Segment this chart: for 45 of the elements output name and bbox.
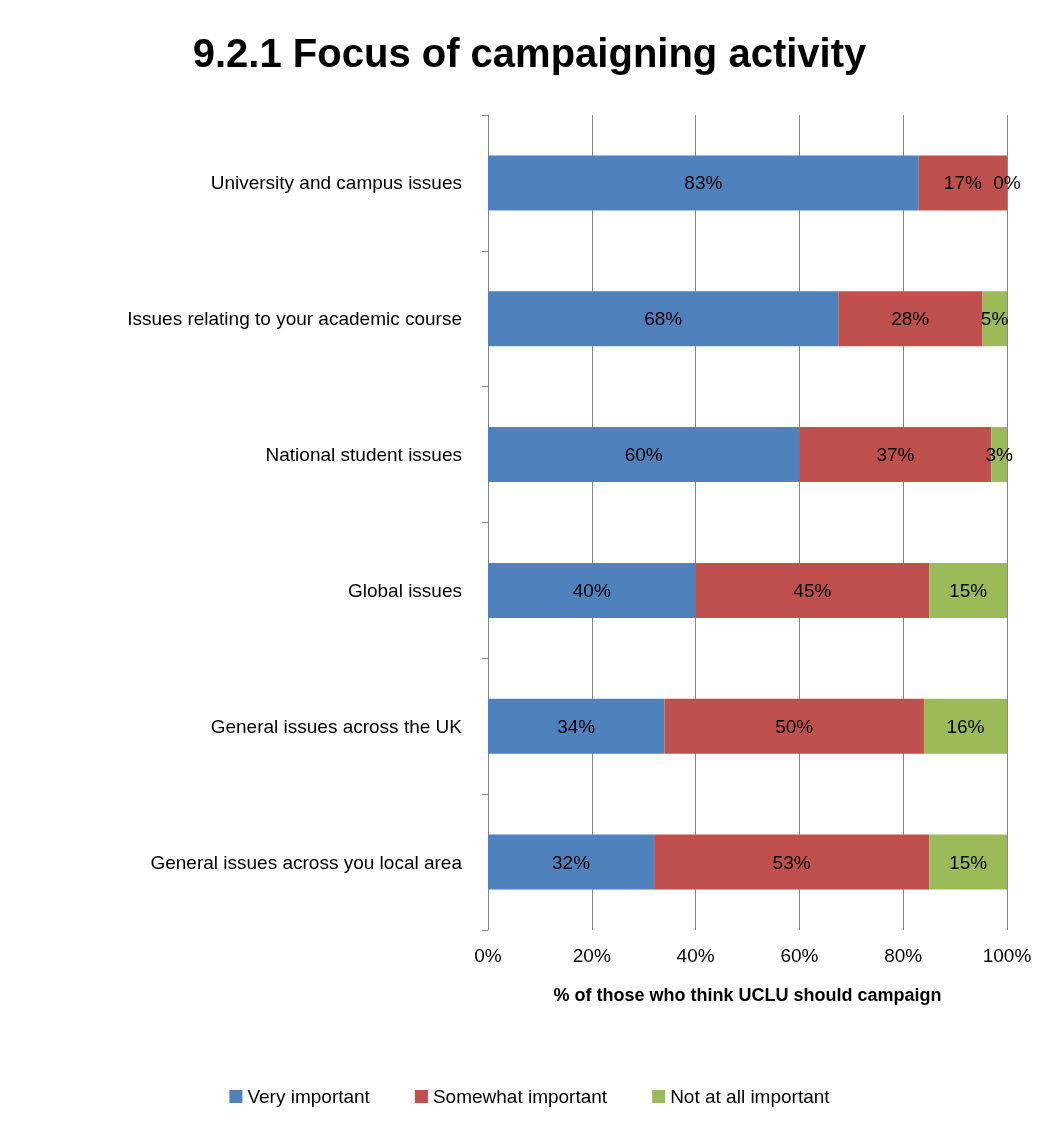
y-tick-label: National student issues xyxy=(265,444,462,466)
bar xyxy=(488,155,919,211)
data-label: 28% xyxy=(891,308,930,330)
x-tick-label: 60% xyxy=(780,945,819,966)
legend-label: Very important xyxy=(247,1086,371,1107)
y-tick-label: Issues relating to your academic course xyxy=(127,308,462,330)
y-tick-label: University and campus issues xyxy=(210,172,462,194)
bar xyxy=(838,291,983,347)
bar xyxy=(929,562,1007,618)
y-tick-label: Global issues xyxy=(347,579,462,601)
y-tick-label: General issues across the UK xyxy=(210,715,463,737)
bar xyxy=(695,562,930,618)
data-label: 53% xyxy=(772,851,811,873)
data-label: 50% xyxy=(775,715,814,737)
x-tick-label: 80% xyxy=(884,945,923,966)
legend-label: Not at all important xyxy=(670,1086,831,1107)
data-label: 15% xyxy=(949,579,988,601)
bar xyxy=(929,834,1007,890)
data-label: 32% xyxy=(552,851,591,873)
bar xyxy=(488,562,696,618)
data-label: 34% xyxy=(557,715,596,737)
x-axis-title: % of those who think UCLU should campaign xyxy=(553,985,942,1005)
data-label: 68% xyxy=(644,308,683,330)
legend-label: Somewhat important xyxy=(432,1086,608,1107)
bar xyxy=(923,698,1007,754)
data-label: 16% xyxy=(946,715,985,737)
x-tick-label: 100% xyxy=(982,945,1032,966)
bar xyxy=(654,834,930,890)
bar xyxy=(488,698,665,754)
data-label: 15% xyxy=(949,851,988,873)
x-tick-label: 0% xyxy=(474,945,502,966)
data-label: 37% xyxy=(876,444,915,466)
x-tick-label: 40% xyxy=(676,945,715,966)
data-label: 60% xyxy=(624,444,663,466)
bar xyxy=(488,291,839,347)
chart-title: 9.2.1 Focus of campaigning activity xyxy=(192,31,868,75)
x-tick-label: 20% xyxy=(572,945,611,966)
data-label: 40% xyxy=(572,579,611,601)
y-tick-label: General issues across you local area xyxy=(150,851,463,873)
data-label: 17% xyxy=(943,172,982,194)
data-label: 83% xyxy=(684,172,723,194)
bar xyxy=(488,427,800,483)
data-label: 45% xyxy=(793,579,832,601)
bar xyxy=(488,834,655,890)
bar xyxy=(664,698,924,754)
